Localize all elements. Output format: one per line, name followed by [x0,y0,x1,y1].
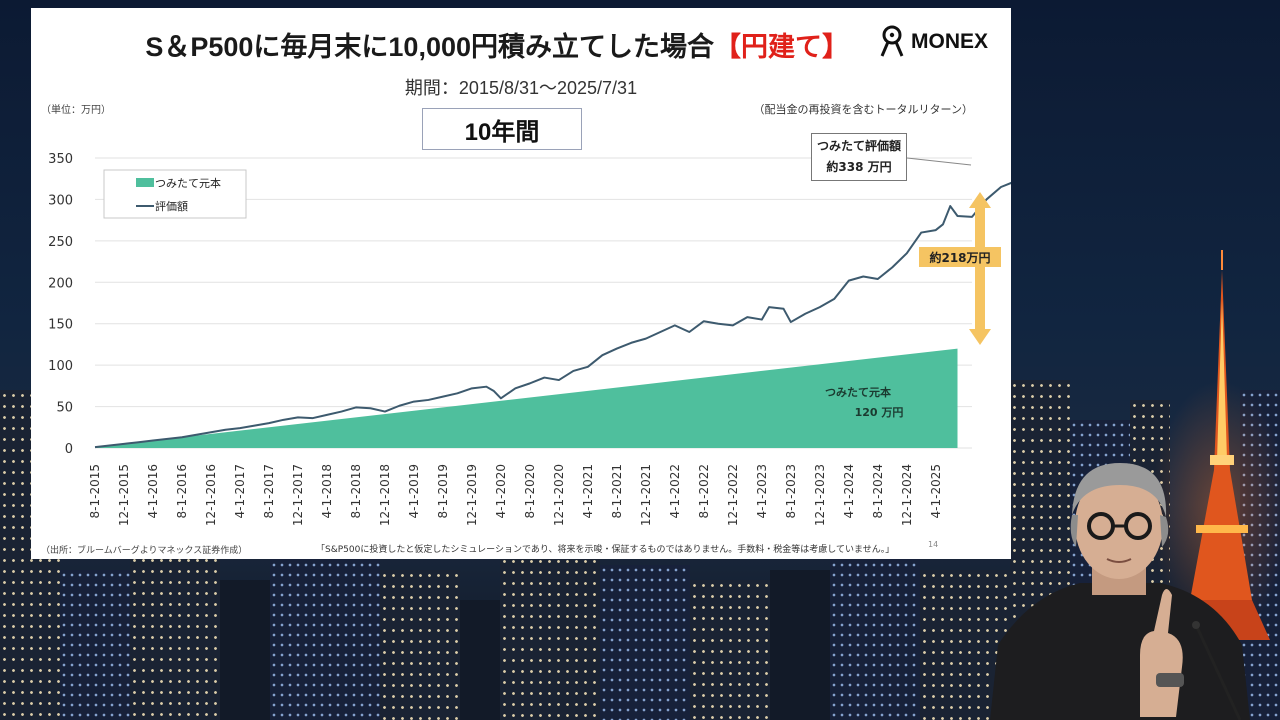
building [460,600,500,720]
x-tick-label: 8-1-2016 [175,464,189,518]
x-tick-label: 8-1-2015 [88,464,102,518]
page-number: 14 [928,540,939,549]
callout-leader-line [906,157,972,166]
building [380,570,460,720]
difference-arrow [969,192,991,345]
x-tick-label: 12-1-2018 [378,464,392,526]
y-tick-label: 300 [48,193,73,208]
years-label: 10年間 [422,108,582,150]
total-return-note: （配当金の再投資を含むトータルリターン） [753,103,973,116]
y-tick-label: 150 [48,318,73,333]
building [500,545,600,720]
valuation-callout: つみたて評価額 約338 万円 [811,133,907,181]
x-tick-label: 8-1-2017 [262,464,276,518]
x-tick-label: 4-1-2017 [233,464,247,518]
y-tick-label: 250 [48,235,73,250]
x-tick-label: 8-1-2022 [697,464,711,518]
legend-box [103,169,247,219]
callout-title: つみたて評価額 [816,139,901,153]
presentation-slide: S＆P500に毎月末に10,000円積み立てした場合【円建て】 MONEX 期間… [31,8,1011,559]
x-tick-label: 4-1-2025 [929,464,943,518]
x-tick-label: 8-1-2024 [871,464,885,518]
y-tick-label: 0 [65,442,73,457]
x-tick-label: 12-1-2016 [204,464,218,526]
slide-title: S＆P500に毎月末に10,000円積み立てした場合【円建て】 [31,25,849,64]
building [690,580,770,720]
x-tick-label: 12-1-2021 [639,464,653,526]
y-tick-label: 350 [48,152,73,167]
building [830,550,920,720]
principal-area-value: 120 万円 [855,406,904,419]
legend-label-value: 評価額 [155,199,188,213]
building [220,580,270,720]
x-tick-label: 4-1-2018 [320,464,334,518]
difference-label: 約218万円 [919,247,1001,267]
title-accent: 【円建て】 [714,32,849,62]
y-tick-label: 100 [48,359,73,374]
x-tick-label: 12-1-2017 [291,464,305,526]
x-tick-label: 12-1-2024 [900,464,914,526]
y-axis: 0 50 100 150 200 250 300 350 [48,152,73,457]
title-main: S＆P500に毎月末に10,000円積み立てした場合 [145,32,714,62]
legend-swatch-principal [136,178,154,187]
x-axis: 8-1-2015 12-1-2015 4-1-2016 8-1-2016 12-1-20… [88,464,943,526]
x-tick-label: 8-1-2020 [523,464,537,518]
y-tick-label: 200 [48,276,73,291]
callout-value: 約338 万円 [826,160,892,174]
disclaimer-note: 「S&P500に投資したと仮定したシミュレーションであり、将来を示唆・保証するも… [316,545,895,555]
x-tick-label: 12-1-2019 [465,464,479,526]
unit-label: （単位：万円） [41,105,111,116]
x-tick-label: 8-1-2021 [610,464,624,518]
legend: つみたて元本 評価額 [103,169,247,219]
valuation-line [94,181,1011,449]
x-tick-label: 8-1-2023 [784,464,798,518]
building [600,565,690,720]
monex-logo-icon [880,25,904,57]
x-tick-label: 4-1-2020 [494,464,508,518]
y-tick-label: 50 [56,401,73,416]
x-tick-label: 8-1-2019 [436,464,450,518]
building [60,570,130,720]
x-tick-label: 12-1-2020 [552,464,566,526]
x-tick-label: 12-1-2023 [813,464,827,526]
period-label: 期間：2015/8/31〜2025/7/31 [404,78,638,98]
x-tick-label: 4-1-2016 [146,464,160,518]
x-tick-label: 4-1-2022 [668,464,682,518]
building [270,550,380,720]
x-tick-label: 8-1-2018 [349,464,363,518]
plot-area [94,181,1011,449]
principal-area-title: つみたて元本 [825,385,891,399]
legend-label-principal: つみたて元本 [155,176,221,190]
presenter-figure [990,463,1250,720]
monex-logo-text: MONEX [911,30,989,53]
x-tick-label: 12-1-2015 [117,464,131,526]
x-tick-label: 4-1-2021 [581,464,595,518]
source-note: （出所：ブルームバーグよりマネックス証券作成） [41,546,248,556]
building [770,570,830,720]
building [130,555,220,720]
x-tick-label: 4-1-2023 [755,464,769,518]
principal-area [95,348,958,448]
building [1240,390,1280,720]
x-tick-label: 4-1-2024 [842,464,856,518]
x-tick-label: 12-1-2022 [726,464,740,526]
investment-chart: 0 50 100 150 200 250 300 350 8-1-2015 12-1-2015 4… [48,152,1011,526]
x-tick-label: 4-1-2019 [407,464,421,518]
